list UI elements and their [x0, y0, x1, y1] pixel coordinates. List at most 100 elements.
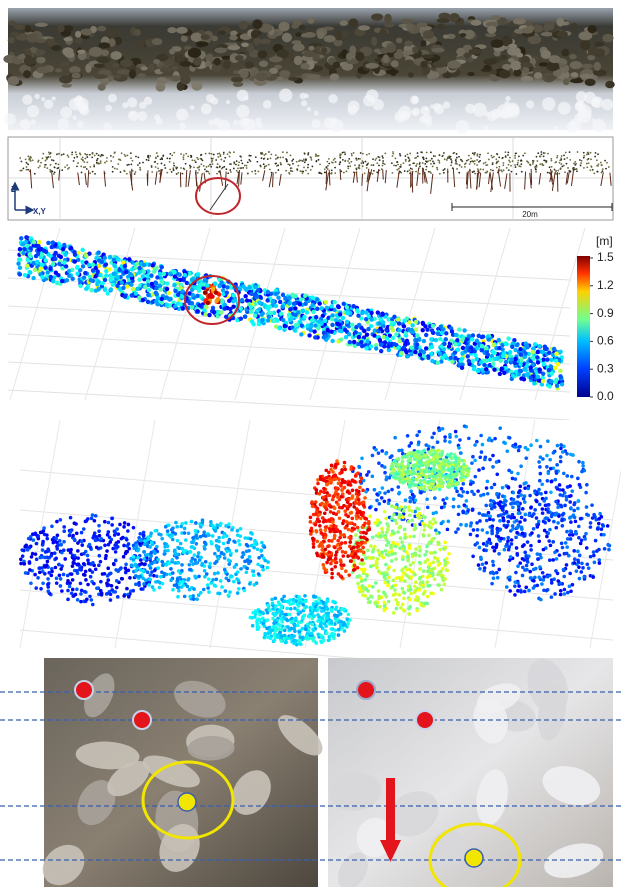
rock — [593, 70, 607, 77]
profile-point — [507, 154, 509, 156]
snow-patch — [35, 94, 40, 99]
point — [371, 475, 375, 479]
point — [204, 560, 208, 564]
profile-point — [235, 164, 237, 166]
point — [565, 474, 569, 478]
point — [277, 600, 281, 604]
profile-point — [217, 163, 219, 165]
profile-point — [514, 164, 516, 166]
point — [470, 337, 474, 341]
rock — [500, 55, 507, 60]
profile-point — [371, 164, 373, 166]
point — [197, 575, 201, 579]
point — [498, 372, 502, 376]
point — [216, 571, 220, 575]
point — [352, 340, 356, 344]
point — [337, 633, 341, 637]
rock — [9, 20, 16, 25]
snow-patch — [60, 107, 72, 119]
point — [292, 328, 296, 332]
point — [314, 315, 318, 319]
point — [283, 296, 287, 300]
point — [191, 536, 195, 540]
point — [141, 274, 145, 278]
profile-point — [343, 172, 345, 174]
profile-point — [419, 173, 421, 175]
point — [105, 549, 109, 553]
snow-patch — [501, 107, 513, 119]
profile-point — [417, 155, 419, 157]
point — [158, 287, 162, 291]
point — [441, 327, 445, 331]
point — [109, 571, 113, 575]
profile-point — [377, 156, 379, 158]
point — [329, 621, 333, 625]
point — [478, 512, 482, 516]
profile-point — [569, 159, 571, 161]
profile-point — [206, 166, 208, 168]
profile-point — [405, 160, 407, 162]
point — [263, 303, 267, 307]
profile-point — [190, 166, 192, 168]
point — [123, 294, 127, 298]
point — [21, 554, 25, 558]
point — [142, 263, 146, 267]
rock — [140, 66, 147, 70]
profile-point — [27, 155, 29, 157]
point — [292, 598, 296, 602]
profile-point — [366, 164, 368, 166]
point — [181, 306, 185, 310]
point — [116, 595, 120, 599]
point — [236, 570, 240, 574]
point — [335, 322, 339, 326]
point — [331, 600, 335, 604]
profile-point — [264, 167, 266, 169]
point — [59, 567, 63, 571]
point — [159, 265, 163, 269]
point — [467, 437, 471, 441]
point — [248, 582, 252, 586]
point — [251, 624, 255, 628]
point — [409, 352, 413, 356]
point — [243, 314, 247, 318]
colorbar — [577, 256, 590, 397]
point — [134, 574, 138, 578]
point — [148, 578, 152, 582]
point — [166, 529, 170, 533]
point — [82, 552, 86, 556]
point — [252, 573, 256, 577]
profile-point — [384, 163, 386, 165]
point — [479, 360, 483, 364]
point — [59, 584, 63, 588]
point — [176, 293, 180, 297]
point — [56, 273, 60, 277]
point — [160, 280, 164, 284]
profile-point — [382, 157, 384, 159]
point — [480, 450, 484, 454]
profile-point — [84, 153, 86, 155]
point — [492, 343, 496, 347]
point — [414, 320, 418, 324]
point — [253, 539, 257, 543]
point — [359, 340, 363, 344]
point — [356, 313, 360, 317]
point — [365, 332, 369, 336]
profile-point — [61, 154, 63, 156]
point — [315, 307, 319, 311]
point — [299, 332, 303, 336]
point — [202, 588, 206, 592]
point — [139, 587, 143, 591]
point — [274, 291, 278, 295]
point — [257, 556, 261, 560]
point — [28, 246, 32, 250]
rock — [153, 59, 160, 64]
profile-point — [485, 172, 487, 174]
profile-point — [83, 161, 85, 163]
profile-point — [227, 153, 229, 155]
profile-point — [587, 152, 589, 154]
profile-point — [85, 158, 87, 160]
snow-patch — [139, 102, 146, 109]
profile-point — [342, 152, 344, 154]
point — [286, 625, 290, 629]
profile-point — [509, 161, 511, 163]
